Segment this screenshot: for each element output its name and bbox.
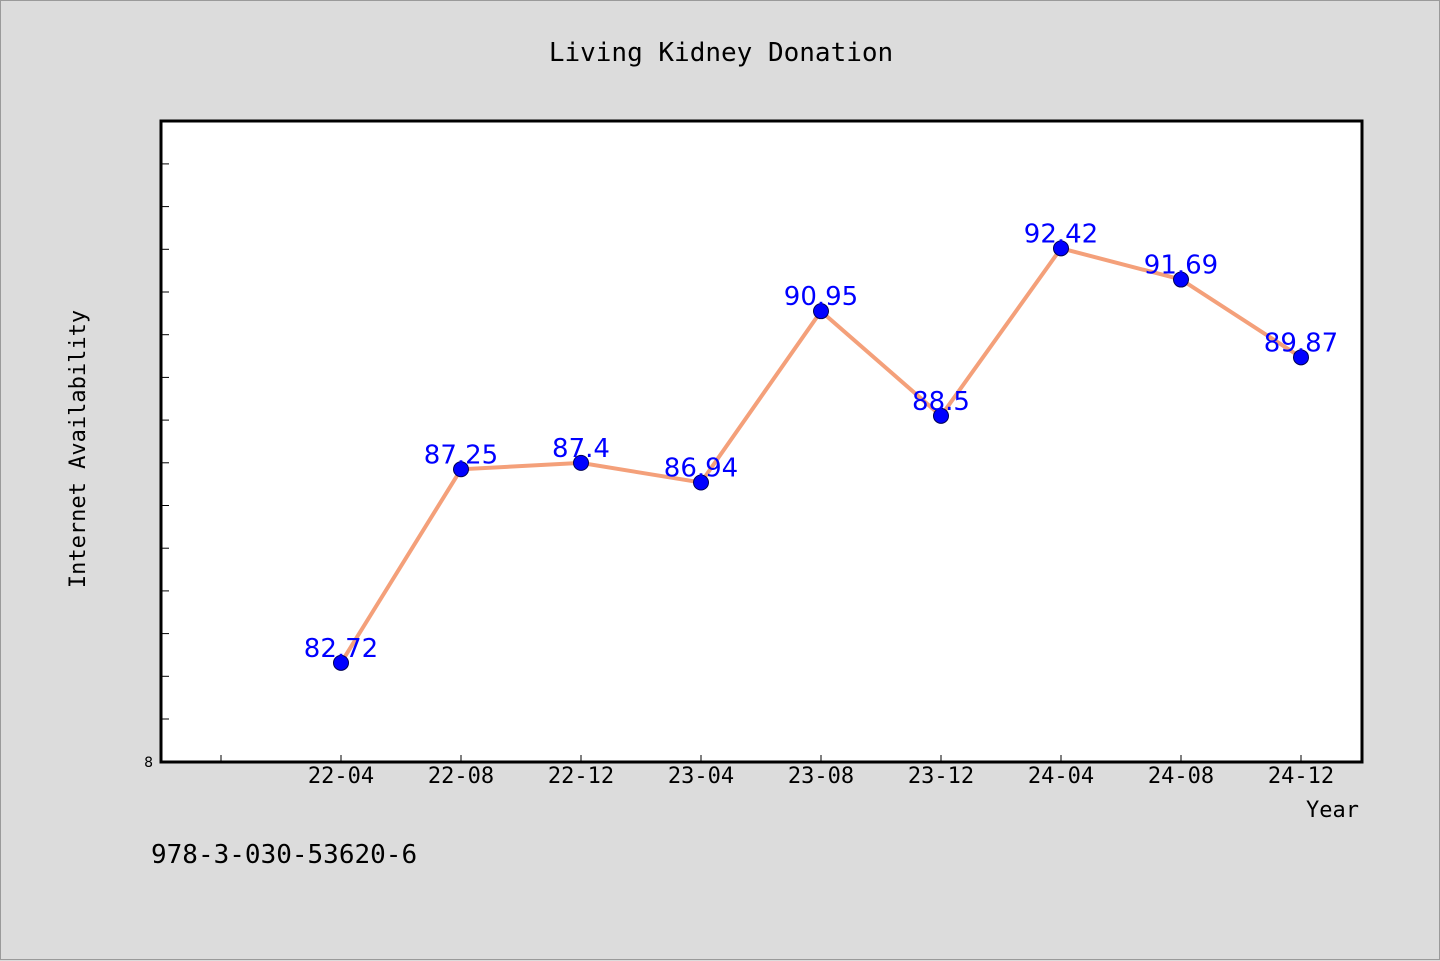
data-label: 86.94	[664, 454, 738, 484]
data-point	[1053, 240, 1069, 257]
data-label: 91.69	[1144, 251, 1218, 281]
data-point	[453, 461, 469, 478]
data-point	[573, 454, 589, 471]
x-tick-label: 23-12	[908, 764, 974, 789]
plot-area	[159, 119, 1364, 764]
data-label: 82.72	[304, 634, 378, 664]
x-tick-label: 22-12	[548, 764, 614, 789]
x-tick-label: 24-12	[1268, 764, 1334, 789]
data-label: 87.4	[552, 434, 610, 464]
data-label: 87.25	[424, 440, 498, 470]
data-point	[933, 407, 949, 424]
x-tick-label: 23-04	[668, 764, 734, 789]
data-point	[333, 654, 349, 671]
y-tick-label-min: 8	[144, 755, 153, 771]
x-tick-label: 24-08	[1148, 764, 1214, 789]
data-markers	[333, 240, 1309, 671]
data-point	[1173, 271, 1189, 288]
y-axis-label: Internet Availability	[66, 310, 91, 588]
data-label: 90.95	[784, 282, 858, 312]
data-point	[1293, 349, 1309, 366]
footer-text: 978-3-030-53620-6	[151, 840, 417, 870]
x-tick-label: 24-04	[1028, 764, 1094, 789]
x-tick-label: 22-04	[308, 764, 374, 789]
data-label: 92.42	[1024, 219, 1098, 249]
y-axis-ticks	[161, 163, 169, 720]
data-label: 89.87	[1264, 328, 1338, 358]
x-tick-label: 23-08	[788, 764, 854, 789]
x-axis-ticks	[220, 755, 1302, 763]
x-axis-tick-labels: 22-04 22-08 22-12 23-04 23-08 23-12 24-04 24-08…	[308, 764, 1334, 789]
data-label: 88.5	[912, 387, 970, 417]
data-point	[813, 303, 829, 320]
chart-title: Living Kidney Donation	[549, 38, 893, 68]
data-labels: 82.72 87.25 87.4 86.94 90.95 88.5 92.42 91.69 89…	[304, 219, 1338, 664]
data-point	[693, 474, 709, 491]
x-tick-label: 22-08	[428, 764, 494, 789]
x-axis-label: Year	[1306, 798, 1359, 823]
